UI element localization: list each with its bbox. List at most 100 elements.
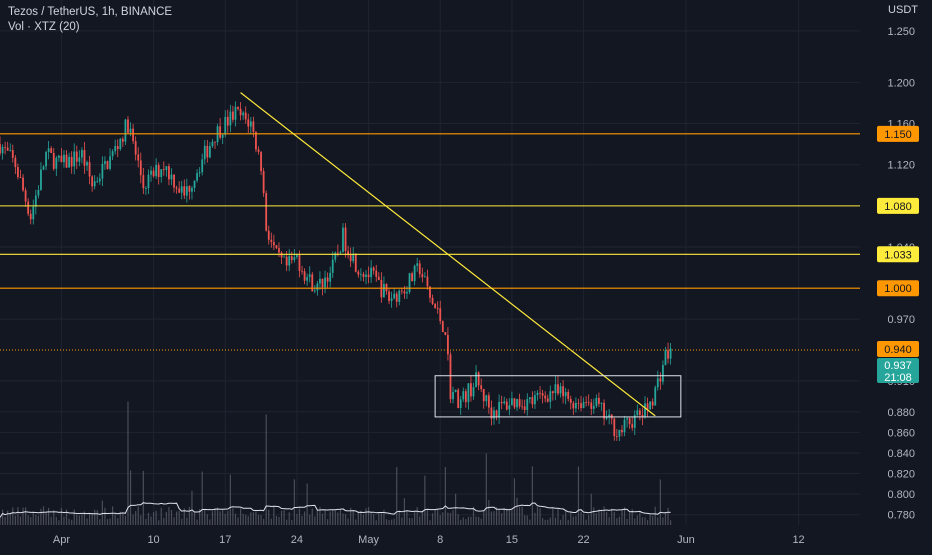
candle-body [160,169,163,177]
candle-body [365,274,367,278]
level-label-box [877,246,919,263]
candle-body [559,386,562,394]
level-label: 1.080 [884,201,912,213]
candle-body [359,274,362,275]
candle-body [375,270,378,277]
candle-body [201,159,204,173]
candle-body [313,290,316,292]
candle-body [17,167,19,178]
candle-body [600,402,603,404]
candle-body [73,151,76,167]
candle-body [249,121,252,127]
candle-body [321,278,324,288]
candle-body [490,407,493,419]
y-tick-label: 0.880 [887,407,915,419]
candle-body [654,387,657,406]
current-price-label: 0.940 [884,344,912,356]
y-tick-label: 0.840 [887,448,915,460]
candle-body [239,108,242,116]
candle-body [362,274,365,278]
candle-body [137,154,140,161]
candle-body [50,148,53,154]
x-tick-label: 10 [147,534,159,546]
candle-body [121,138,124,142]
candle-body [549,391,552,402]
candle-body [226,116,229,126]
candle-body [526,399,529,410]
candle-body [352,253,355,262]
candle-body [255,131,257,150]
candle-body [311,274,314,292]
candle-body [260,151,262,172]
x-tick-label: 22 [577,534,589,546]
candle-body [523,406,526,410]
candle-body [124,119,127,142]
candle-body [336,252,339,254]
range-box [434,375,682,418]
candle-body [142,175,145,189]
candle-body [301,270,303,272]
candle-body [344,227,347,251]
candle-body [219,126,222,138]
x-tick-label: 24 [291,534,303,546]
candle-body [170,174,173,180]
candle-body [367,274,370,278]
level-label: 1.033 [884,249,912,261]
candle-body [68,156,71,168]
candle-body [198,172,201,174]
candle-body [646,403,649,410]
candle-body [168,166,170,180]
candle-body [667,350,669,359]
candle-body [534,395,536,405]
candle-body [257,149,260,152]
candle-body [65,154,68,168]
candle-body [567,392,570,399]
candle-body [293,257,296,261]
candle-body [633,415,636,428]
candle-body [78,157,81,162]
candle-body [636,410,639,416]
candle-body [554,384,557,394]
candle-body [641,414,644,418]
candle-body [4,146,7,148]
candle-body [334,252,337,260]
candle-body [203,145,206,160]
candle-body [106,161,109,169]
candle-body [475,372,477,388]
candle-body [498,401,501,417]
candle-body [452,392,454,400]
candle-body [413,265,416,282]
candle-body [664,350,667,366]
candle-body [590,402,593,409]
candle-body [541,393,544,396]
candle-body [403,291,406,294]
candle-body [383,283,385,298]
candle-body [152,170,155,177]
candle-body [298,255,301,271]
candle-body [472,387,475,397]
candle-body [214,141,216,143]
candle-body [86,162,88,166]
candle-body [423,276,426,278]
symbol-title[interactable]: Tezos / TetherUS, 1h, BINANCE [8,6,173,18]
current-price-label-box [877,341,919,357]
candle-body [539,392,541,394]
volume-legend[interactable]: Vol · XTZ (20) [8,21,80,33]
candle-body [157,165,160,177]
candle-body [626,418,628,420]
x-tick-label: Apr [53,534,70,546]
candle-body [224,116,227,135]
candle-body [211,141,214,147]
candle-body [19,177,22,178]
candle-body [234,106,237,120]
candle-body [32,206,35,220]
candle-body [98,178,101,182]
candle-body [52,153,55,169]
candle-body [104,161,106,164]
candle-body [457,389,460,408]
candle-body [75,151,78,162]
candle-body [0,144,1,154]
